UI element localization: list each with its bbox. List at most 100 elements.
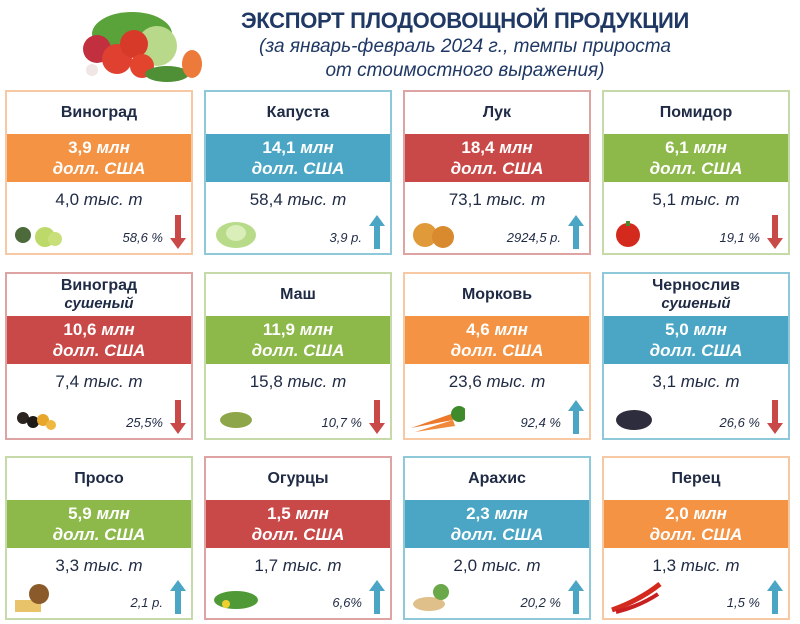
arrow-down-icon: [170, 215, 186, 249]
quantity-value: 5,1: [652, 190, 677, 209]
value-unit: млн: [299, 320, 334, 339]
quantity-value: 1,3: [652, 556, 677, 575]
currency-unit: долл. США: [52, 159, 146, 178]
export-value: 18,4: [461, 138, 495, 157]
card-footer: 19,1 %: [604, 213, 788, 249]
product-name: Виноград сушеный: [7, 274, 191, 316]
product-card: Виноград 3,9 млн долл. США 4,0 тыс. т 58…: [5, 90, 193, 255]
quantity-unit: тыс. т: [680, 556, 740, 575]
quantity-value: 7,4: [55, 372, 80, 391]
currency-unit: долл. США: [450, 341, 544, 360]
export-value: 6,1: [665, 138, 689, 157]
export-quantity: 4,0 тыс. т: [7, 190, 191, 210]
quantity-unit: тыс. т: [83, 190, 143, 209]
quantity-value: 1,7: [254, 556, 279, 575]
product-name: Капуста: [206, 92, 390, 134]
product-name-text: Капуста: [266, 104, 330, 121]
chili-pepper-icon: [610, 580, 664, 614]
arrow-down-icon: [369, 400, 385, 434]
export-quantity: 3,3 тыс. т: [7, 556, 191, 576]
quantity-unit: тыс. т: [287, 190, 347, 209]
quantity-unit: тыс. т: [680, 190, 740, 209]
export-quantity: 73,1 тыс. т: [405, 190, 589, 210]
product-subname: сушеный: [64, 295, 134, 312]
product-name-text: Маш: [280, 286, 316, 303]
raisins-icon: [13, 400, 67, 434]
card-footer: 58,6 %: [7, 213, 191, 249]
arrow-up-icon: [568, 580, 584, 614]
card-footer: 20,2 %: [405, 578, 589, 614]
product-name-text: Арахис: [468, 470, 526, 487]
export-value-band: 4,6 млн долл. США: [405, 316, 589, 364]
export-value: 14,1: [262, 138, 296, 157]
product-name: Морковь: [405, 274, 589, 316]
growth-rate: 92,4 %: [520, 415, 561, 430]
growth-rate: 26,6 %: [719, 415, 760, 430]
millet-icon: [13, 580, 67, 614]
card-footer: 92,4 %: [405, 398, 589, 434]
mung-bean-icon: [212, 400, 266, 434]
product-name-text: Огурцы: [267, 470, 329, 487]
growth-rate: 58,6 %: [122, 230, 163, 245]
arrow-down-icon: [767, 215, 783, 249]
card-footer: 26,6 %: [604, 398, 788, 434]
export-value-band: 6,1 млн долл. США: [604, 134, 788, 182]
export-value: 11,9: [262, 320, 295, 339]
product-name: Чернослив сушеный: [604, 274, 788, 316]
currency-unit: долл. США: [649, 341, 743, 360]
quantity-unit: тыс. т: [481, 556, 541, 575]
growth-rate: 3,9 р.: [329, 230, 362, 245]
value-unit: млн: [96, 504, 130, 523]
product-card: Огурцы 1,5 млн долл. США 1,7 тыс. т 6,6%: [204, 456, 392, 620]
grapes-icon: [13, 215, 67, 249]
tomato-icon: [610, 215, 664, 249]
product-name: Просо: [7, 458, 191, 500]
currency-unit: долл. США: [52, 341, 146, 360]
product-name: Арахис: [405, 458, 589, 500]
currency-unit: долл. США: [251, 341, 345, 360]
export-quantity: 15,8 тыс. т: [206, 372, 390, 392]
growth-rate: 6,6%: [332, 595, 362, 610]
arrow-up-icon: [568, 400, 584, 434]
export-value-band: 2,0 млн долл. США: [604, 500, 788, 548]
product-name-text: Чернослив: [652, 277, 740, 294]
export-value: 5,9: [68, 504, 92, 523]
export-value: 2,3: [466, 504, 490, 523]
export-value-band: 5,0 млн долл. США: [604, 316, 788, 364]
currency-unit: долл. США: [450, 159, 544, 178]
quantity-unit: тыс. т: [486, 190, 546, 209]
export-value-band: 1,5 млн долл. США: [206, 500, 390, 548]
product-card: Морковь 4,6 млн долл. США 23,6 тыс. т 92…: [403, 272, 591, 440]
export-value-band: 14,1 млн долл. США: [206, 134, 390, 182]
product-card: Чернослив сушеный 5,0 млн долл. США 3,1 …: [602, 272, 790, 440]
product-subname: сушеный: [661, 295, 731, 312]
export-value: 3,9: [68, 138, 92, 157]
onion-icon: [411, 215, 465, 249]
export-quantity: 7,4 тыс. т: [7, 372, 191, 392]
arrow-down-icon: [170, 400, 186, 434]
quantity-value: 4,0: [55, 190, 80, 209]
quantity-value: 23,6: [448, 372, 482, 391]
value-unit: млн: [494, 504, 528, 523]
card-footer: 10,7 %: [206, 398, 390, 434]
card-footer: 2924,5 р.: [405, 213, 589, 249]
quantity-value: 15,8: [249, 372, 283, 391]
product-card: Виноград сушеный 10,6 млн долл. США 7,4 …: [5, 272, 193, 440]
export-value-band: 18,4 млн долл. США: [405, 134, 589, 182]
quantity-value: 73,1: [448, 190, 482, 209]
subtitle-line-2: от стоимостного выражения): [325, 60, 605, 81]
quantity-unit: тыс. т: [486, 372, 546, 391]
export-value: 2,0: [665, 504, 689, 523]
product-name-text: Виноград: [60, 277, 138, 294]
currency-unit: долл. США: [450, 525, 544, 544]
product-name-text: Помидор: [659, 104, 733, 121]
page-title: ЭКСПОРТ ПЛОДООВОЩНОЙ ПРОДУКЦИИ: [240, 8, 690, 33]
product-name: Виноград: [7, 92, 191, 134]
export-value-band: 3,9 млн долл. США: [7, 134, 191, 182]
export-value: 5,0: [665, 320, 689, 339]
vegetables-illustration-icon: [83, 12, 202, 82]
product-name-text: Перец: [671, 470, 721, 487]
card-footer: 6,6%: [206, 578, 390, 614]
peanut-icon: [411, 580, 465, 614]
prunes-icon: [610, 400, 664, 434]
